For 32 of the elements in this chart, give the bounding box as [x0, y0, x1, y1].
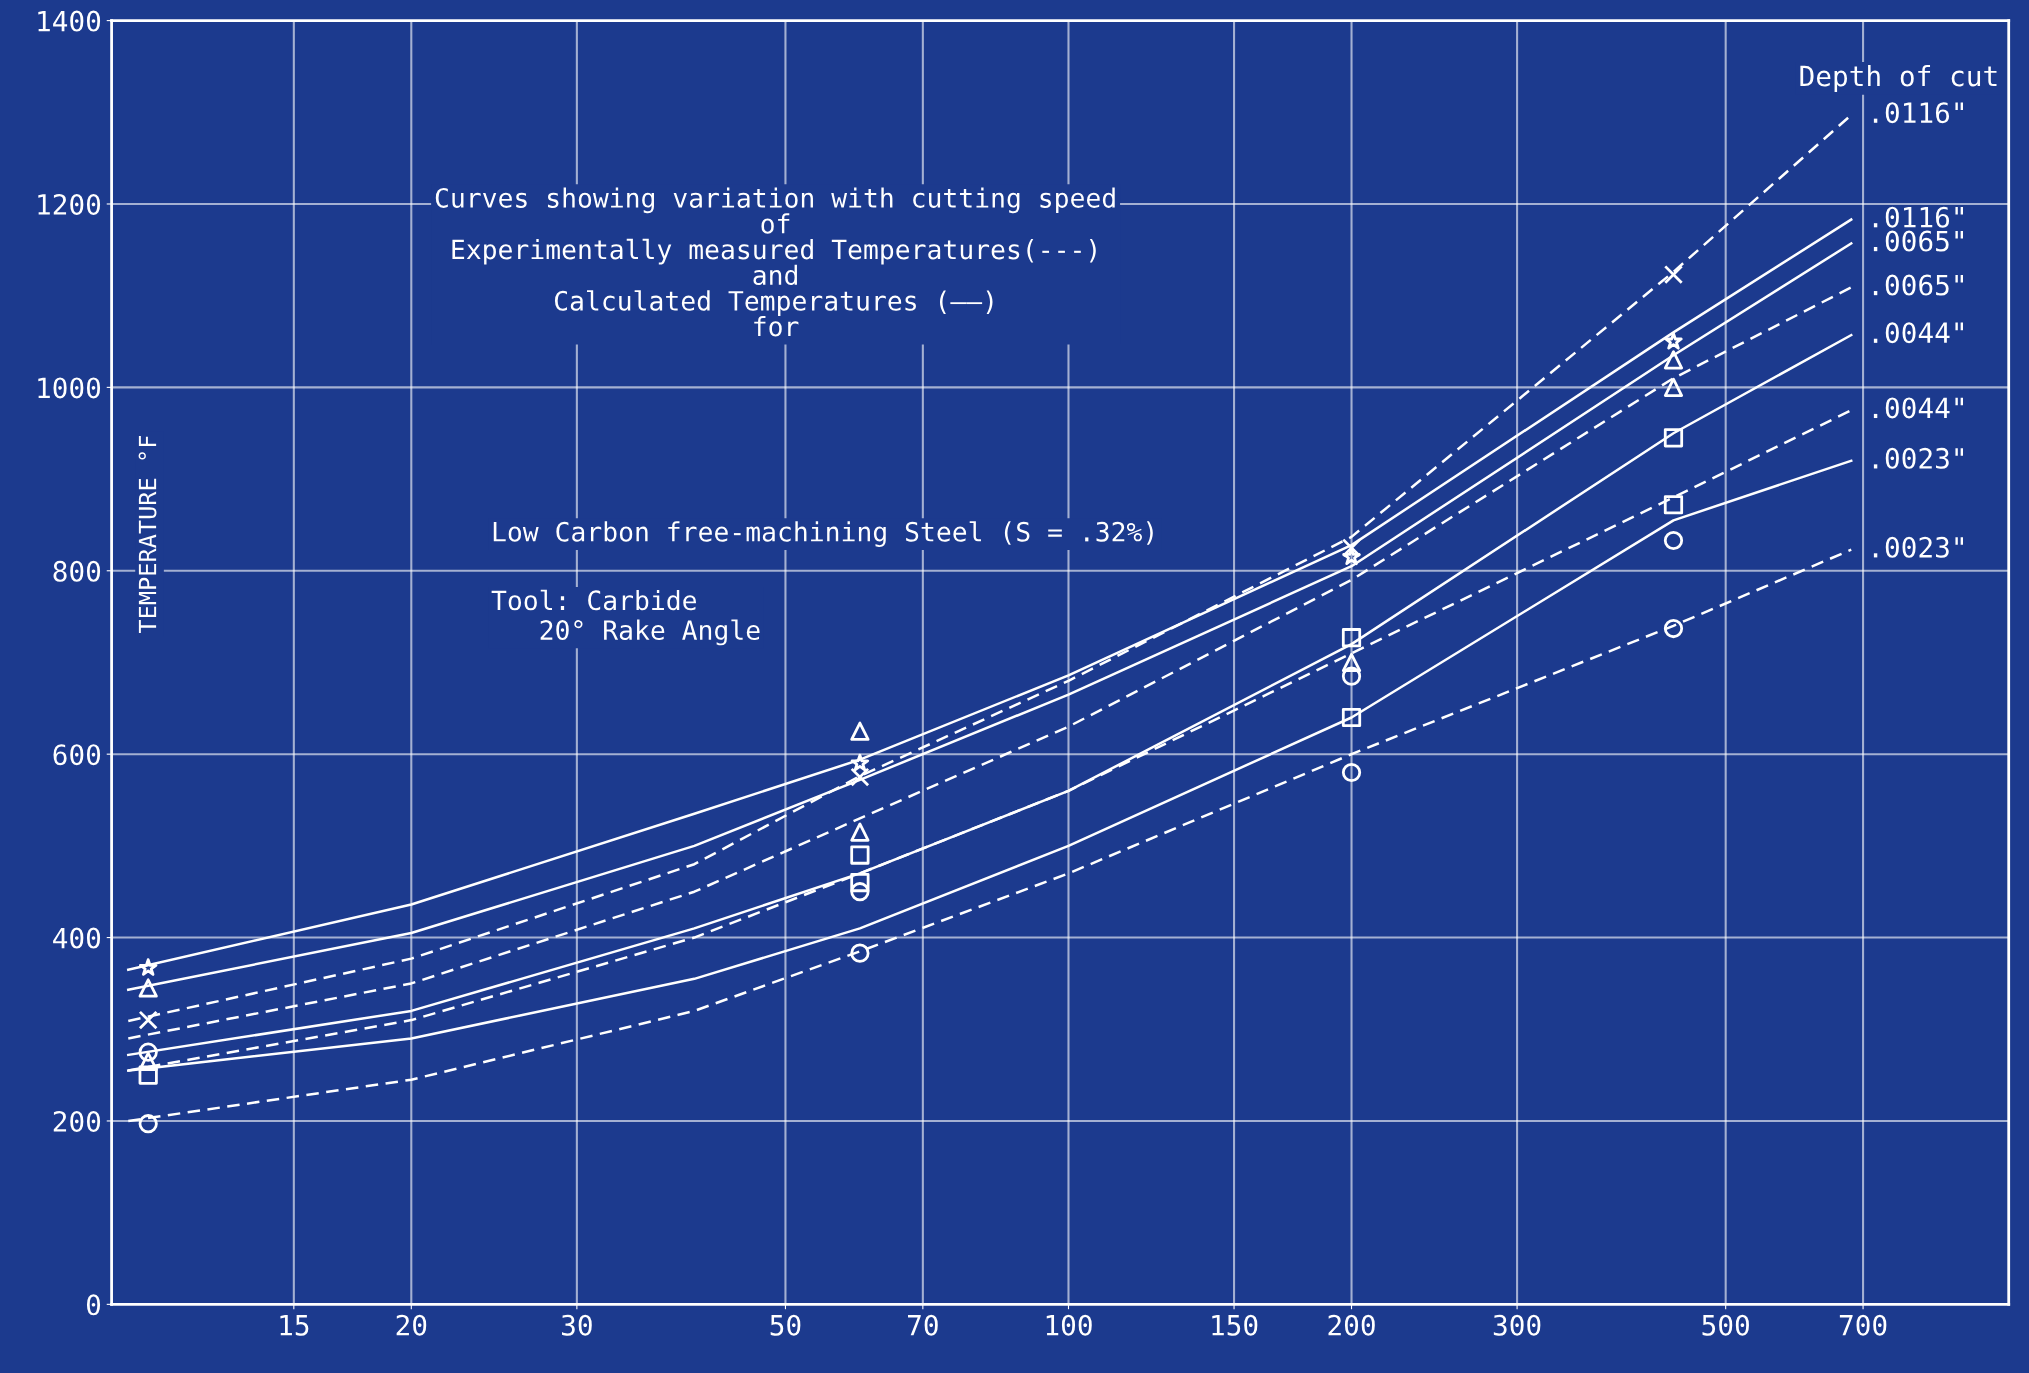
legend-title: Depth of cut — [1800, 65, 1997, 92]
text: Low Carbon free-machining Steel (S = .32%) — [493, 521, 1153, 548]
x-tick-label: 700 — [1839, 1314, 1887, 1336]
x-tick-label: 30 — [562, 1314, 592, 1336]
y-axis-title: TEMPERATURE °F — [138, 435, 157, 634]
y-tick-label: 1200 — [38, 194, 101, 216]
x-tick-label: 150 — [1212, 1314, 1258, 1336]
x-tick-label: 200 — [1328, 1314, 1375, 1336]
series-label: .0065" — [1873, 274, 1963, 296]
y-tick-label: 1000 — [38, 377, 101, 399]
y-tick-label: 1400 — [38, 10, 101, 32]
series-label: .0065" — [1873, 230, 1963, 252]
series-label: .0044" — [1873, 322, 1963, 344]
series-label: .0116" — [1873, 206, 1963, 228]
series-label: .0023" — [1873, 447, 1963, 469]
x-tick-label: 15 — [280, 1315, 309, 1336]
text: Curves showing variation with cutting speed of Experimentally measured Temperatures(---) and Calculated Temperatures (——) for — [435, 187, 1115, 337]
y-tick-label: 200 — [53, 1110, 101, 1132]
x-tick-label: 20 — [396, 1314, 427, 1336]
y-tick-label: 400 — [53, 927, 101, 949]
x-tick-label: 300 — [1493, 1314, 1541, 1336]
y-tick-label: 600 — [53, 744, 101, 766]
annotation: Tool: Carbide 20° Rake Angle — [491, 589, 760, 646]
y-tick-label: 0 — [86, 1294, 101, 1316]
x-tick-label: 100 — [1046, 1314, 1092, 1336]
x-tick-label: 50 — [770, 1314, 801, 1336]
y-tick-label: 800 — [53, 560, 101, 582]
series-label: .0116" — [1873, 102, 1963, 124]
series-label: .0023" — [1873, 536, 1963, 558]
series-label: .0044" — [1873, 397, 1963, 419]
x-tick-label: 70 — [908, 1314, 938, 1336]
x-tick-label: 500 — [1702, 1314, 1749, 1336]
